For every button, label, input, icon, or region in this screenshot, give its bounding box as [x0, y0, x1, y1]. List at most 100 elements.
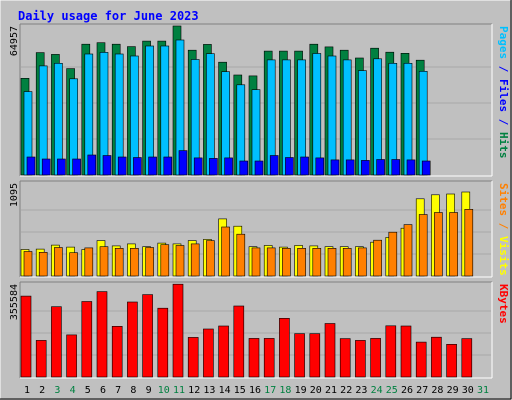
- panel-kbytes-ymax-label: 355584: [9, 284, 20, 320]
- legend-visits-part-0: Visits: [497, 236, 510, 276]
- x-tick-label-day-25: 25: [386, 385, 398, 396]
- bar-hits-files-day-10: [160, 45, 170, 176]
- bar-kbytes-kbytes-day-7: [111, 325, 123, 378]
- bar-kbytes-kbytes-day-8: [127, 301, 138, 378]
- bar-kbytes-kbytes-day-30: [461, 338, 473, 378]
- bar-visits-sites-day-9: [145, 247, 154, 277]
- x-tick-label-day-28: 28: [431, 385, 443, 396]
- bar-hits-pages-day-13: [209, 158, 218, 176]
- legend-kbytes-part-0: KBytes: [497, 284, 510, 324]
- bar-hits-pages-day-21: [330, 159, 340, 176]
- x-tick-label-day-24: 24: [371, 385, 383, 396]
- legend-hits-part-4: Pages: [497, 26, 510, 59]
- bar-hits-files-day-9: [145, 45, 154, 176]
- bar-hits-files-day-26: [403, 62, 413, 176]
- bar-visits-sites-day-2: [38, 252, 48, 277]
- bar-visits-sites-day-15: [236, 233, 246, 277]
- x-tick-label-day-16: 16: [249, 385, 261, 396]
- legend-visits-part-1: /: [497, 216, 510, 236]
- bar-hits-pages-day-3: [57, 158, 66, 176]
- bar-hits-pages-day-15: [239, 160, 249, 176]
- bar-kbytes-kbytes-day-17: [263, 338, 275, 378]
- bar-hits-pages-day-25: [391, 159, 401, 176]
- bar-kbytes-kbytes-day-20: [309, 333, 321, 378]
- bar-visits-sites-day-16: [251, 247, 261, 277]
- bar-hits-pages-day-11: [178, 150, 188, 176]
- x-tick-label-day-21: 21: [325, 385, 337, 396]
- bar-hits-files-day-2: [38, 65, 48, 176]
- bar-kbytes-kbytes-day-13: [203, 328, 214, 378]
- bar-hits-pages-day-19: [300, 156, 309, 176]
- x-tick-label-day-18: 18: [279, 385, 291, 396]
- bar-kbytes-kbytes-day-2: [35, 340, 47, 378]
- x-tick-label-day-15: 15: [234, 385, 246, 396]
- bar-hits-pages-day-9: [148, 156, 157, 176]
- bar-visits-sites-day-21: [327, 248, 337, 277]
- bar-visits-sites-day-28: [434, 212, 443, 277]
- bar-kbytes-kbytes-day-10: [157, 307, 169, 378]
- x-tick-label-day-2: 2: [39, 385, 45, 396]
- panel-kbytes-legend: KBytes: [497, 284, 510, 324]
- bar-visits-sites-day-27: [418, 214, 428, 277]
- x-tick-label-day-14: 14: [219, 385, 231, 396]
- bar-kbytes-kbytes-day-6: [96, 291, 108, 378]
- bar-kbytes-kbytes-day-18: [279, 317, 290, 378]
- bar-visits-sites-day-4: [69, 252, 78, 277]
- bar-hits-pages-day-12: [193, 157, 203, 176]
- x-tick-label-day-29: 29: [447, 385, 459, 396]
- x-tick-label-day-23: 23: [355, 385, 367, 396]
- panel-hits-legend: Pages / Files / Hits: [497, 26, 510, 159]
- bar-hits-files-day-3: [54, 62, 63, 176]
- bar-kbytes-kbytes-day-11: [172, 283, 184, 378]
- bar-hits-pages-day-24: [376, 159, 385, 176]
- bar-kbytes-kbytes-day-19: [294, 333, 305, 378]
- bar-kbytes-kbytes-day-4: [66, 334, 77, 378]
- bar-hits-pages-day-27: [421, 160, 431, 176]
- bar-kbytes-kbytes-day-14: [218, 325, 229, 378]
- legend-hits-part-2: Files: [497, 79, 510, 112]
- bar-hits-pages-day-18: [285, 157, 294, 176]
- bar-hits-files-day-20: [312, 53, 322, 176]
- bar-visits-sites-day-18: [282, 248, 291, 277]
- bar-kbytes-kbytes-day-1: [20, 295, 32, 378]
- bar-visits-sites-day-29: [449, 212, 458, 277]
- bar-hits-pages-day-7: [117, 156, 127, 176]
- bar-kbytes-kbytes-day-3: [51, 306, 62, 378]
- bar-hits-pages-day-2: [41, 158, 51, 176]
- bar-hits-files-day-21: [327, 55, 337, 176]
- bar-hits-pages-day-5: [87, 154, 97, 176]
- bar-visits-sites-day-8: [130, 248, 139, 277]
- bar-hits-files-day-25: [388, 62, 398, 176]
- bar-kbytes-kbytes-day-25: [385, 325, 397, 378]
- bar-hits-pages-day-16: [254, 160, 264, 176]
- bar-visits-sites-day-23: [358, 247, 367, 277]
- bar-kbytes-kbytes-day-24: [370, 338, 381, 378]
- x-tick-label-day-13: 13: [203, 385, 215, 396]
- x-tick-label-day-22: 22: [340, 385, 352, 396]
- x-tick-label-day-7: 7: [115, 385, 121, 396]
- bar-visits-sites-day-19: [297, 248, 306, 277]
- x-tick-label-day-6: 6: [100, 385, 106, 396]
- bar-kbytes-kbytes-day-22: [339, 338, 351, 378]
- x-tick-label-day-5: 5: [85, 385, 91, 396]
- x-tick-label-day-26: 26: [401, 385, 413, 396]
- x-tick-label-day-4: 4: [70, 385, 76, 396]
- bar-kbytes-kbytes-day-29: [446, 343, 457, 378]
- bar-visits-sites-day-13: [206, 240, 215, 277]
- bar-kbytes-kbytes-day-15: [233, 305, 245, 378]
- bar-hits-pages-day-20: [315, 157, 325, 176]
- bar-visits-sites-day-24: [373, 239, 382, 277]
- x-tick-label-day-11: 11: [173, 385, 185, 396]
- bar-kbytes-kbytes-day-27: [415, 341, 427, 378]
- x-tick-label-day-8: 8: [130, 385, 136, 396]
- bar-hits-pages-day-23: [361, 160, 370, 176]
- bar-kbytes-kbytes-day-23: [355, 340, 366, 378]
- x-tick-label-day-30: 30: [462, 385, 474, 396]
- bar-hits-files-day-24: [373, 58, 382, 176]
- bar-visits-sites-day-20: [312, 248, 322, 277]
- panel-visits: 1095 Sites / Visits: [9, 180, 510, 278]
- x-tick-label-day-1: 1: [24, 385, 30, 396]
- bar-visits-sites-day-1: [23, 251, 33, 277]
